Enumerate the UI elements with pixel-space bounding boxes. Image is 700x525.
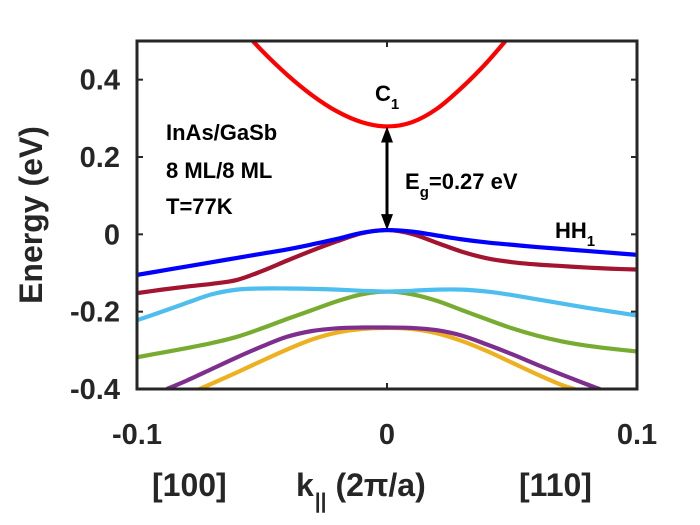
series-line-band-purple bbox=[164, 325, 602, 389]
direction-label-right: [110] bbox=[519, 467, 592, 503]
x-tick-label: -0.1 bbox=[112, 419, 162, 451]
y-tick-label: -0.2 bbox=[70, 297, 120, 329]
structure-label-line-1: InAs/GaSb bbox=[166, 120, 277, 145]
structure-label-line-3: T=77K bbox=[166, 194, 233, 219]
y-axis-label: Energy (eV) bbox=[13, 126, 49, 304]
x-axis-label: k|| (2π/a) bbox=[296, 467, 426, 513]
c1-label: C1 bbox=[375, 81, 399, 113]
y-tick-label: 0.2 bbox=[80, 142, 120, 174]
series-line-band-light-blue bbox=[137, 286, 637, 323]
series-line-c1 bbox=[249, 41, 509, 129]
y-tick-label: -0.4 bbox=[70, 374, 120, 406]
hh1-label: HH1 bbox=[555, 218, 595, 250]
x-tick-label: 0.1 bbox=[617, 419, 657, 451]
band-gap-label: Eg=0.27 eV bbox=[405, 169, 518, 201]
x-tick-label: 0 bbox=[379, 419, 395, 451]
gap-arrow-head-top bbox=[381, 126, 393, 143]
structure-label-line-2: 8 ML/8 ML bbox=[166, 158, 272, 183]
gap-arrow bbox=[381, 126, 393, 231]
direction-label-left: [100] bbox=[152, 467, 227, 503]
y-tick-label: 0 bbox=[104, 219, 120, 251]
y-tick-label: 0.4 bbox=[80, 65, 120, 97]
gap-arrow-head-bottom bbox=[381, 214, 393, 231]
tick-layer: -0.1 0 0.1 -0.4 -0.2 0 0.2 0.4 bbox=[70, 41, 657, 451]
